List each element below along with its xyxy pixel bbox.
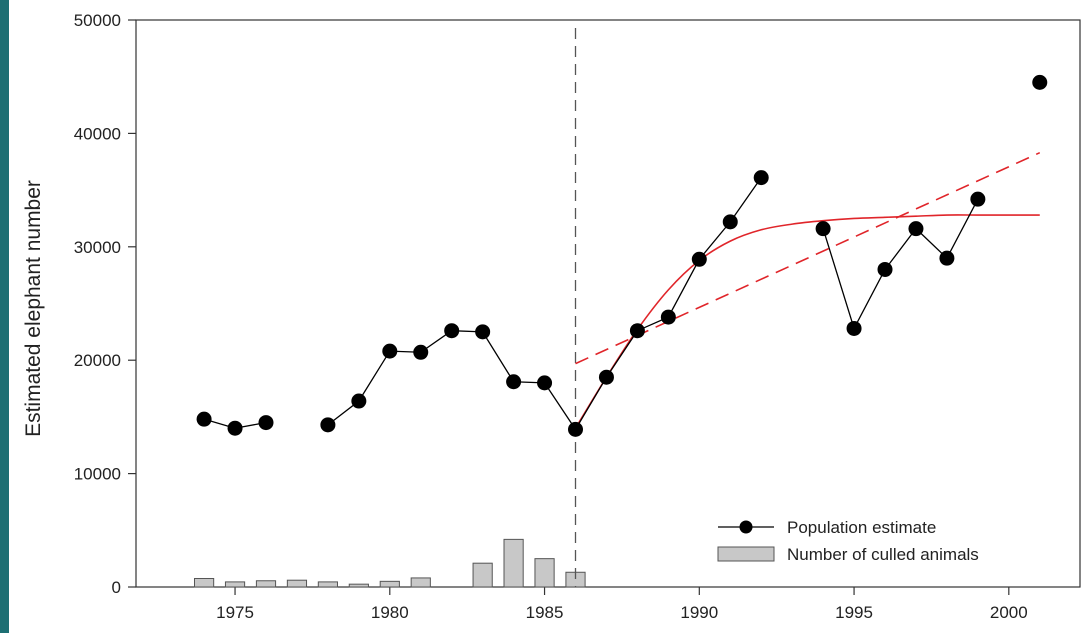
culled-bar bbox=[348, 583, 369, 588]
plot-frame bbox=[135, 19, 1081, 588]
population-point bbox=[351, 393, 367, 409]
population-point bbox=[939, 250, 955, 266]
population-point bbox=[320, 417, 336, 433]
x-tick-label: 1985 bbox=[526, 603, 564, 622]
population-line bbox=[822, 198, 979, 331]
population-point bbox=[537, 375, 553, 391]
population-point bbox=[970, 191, 986, 207]
population-series bbox=[196, 74, 1048, 437]
population-point bbox=[568, 421, 584, 437]
y-axis: 0 10000 20000 30000 40000 50000 bbox=[74, 11, 136, 597]
population-point bbox=[598, 369, 614, 385]
culled-bar bbox=[286, 579, 308, 588]
culled-bar bbox=[224, 581, 246, 588]
population-point bbox=[475, 324, 491, 340]
population-point bbox=[877, 261, 893, 277]
y-tick-label: 30000 bbox=[74, 238, 121, 257]
x-tick-label: 1980 bbox=[371, 603, 409, 622]
legend-bar-swatch bbox=[717, 546, 775, 562]
population-point bbox=[444, 323, 460, 339]
culled-bar bbox=[503, 538, 524, 588]
x-tick-label: 2000 bbox=[990, 603, 1028, 622]
y-tick-label: 10000 bbox=[74, 465, 121, 484]
culled-bar bbox=[410, 577, 431, 588]
culled-bar bbox=[193, 577, 215, 588]
population-point bbox=[815, 221, 831, 237]
population-point bbox=[691, 251, 707, 267]
logistic-fit-curve bbox=[574, 214, 1040, 429]
culled-bar bbox=[379, 580, 400, 588]
x-tick-label: 1975 bbox=[216, 603, 254, 622]
legend-label-population: Population estimate bbox=[787, 518, 936, 537]
y-axis-label: Estimated elephant number bbox=[22, 180, 45, 437]
population-point bbox=[660, 309, 676, 325]
culled-bar bbox=[317, 581, 338, 588]
plot-area bbox=[135, 19, 1081, 588]
left-accent-band bbox=[0, 0, 9, 633]
population-point bbox=[382, 343, 398, 359]
y-tick-label: 20000 bbox=[74, 351, 121, 370]
culled-bar bbox=[534, 558, 555, 588]
linear-fit-line bbox=[575, 151, 1041, 365]
culled-bars bbox=[193, 538, 586, 588]
legend-marker-swatch bbox=[739, 520, 753, 534]
population-point bbox=[506, 374, 522, 390]
y-tick-label: 0 bbox=[112, 578, 121, 597]
culled-bar bbox=[255, 580, 277, 588]
population-point bbox=[908, 221, 924, 237]
legend-label-culled: Number of culled animals bbox=[787, 545, 979, 564]
x-axis: 1975 1980 1985 1990 1995 2000 bbox=[216, 587, 1028, 622]
legend: Population estimate Number of culled ani… bbox=[717, 518, 979, 564]
population-point bbox=[846, 320, 862, 336]
population-line bbox=[327, 177, 762, 431]
population-point bbox=[227, 420, 243, 436]
population-point bbox=[629, 323, 645, 339]
population-point bbox=[753, 170, 769, 186]
population-point bbox=[258, 415, 274, 431]
y-tick-label: 40000 bbox=[74, 124, 121, 143]
y-tick-label: 50000 bbox=[74, 11, 121, 30]
population-point bbox=[722, 214, 738, 230]
population-point bbox=[413, 344, 429, 360]
culled-bar bbox=[472, 562, 493, 588]
x-tick-label: 1990 bbox=[680, 603, 718, 622]
population-point bbox=[196, 411, 212, 427]
population-point bbox=[1032, 74, 1048, 90]
x-tick-label: 1995 bbox=[835, 603, 873, 622]
